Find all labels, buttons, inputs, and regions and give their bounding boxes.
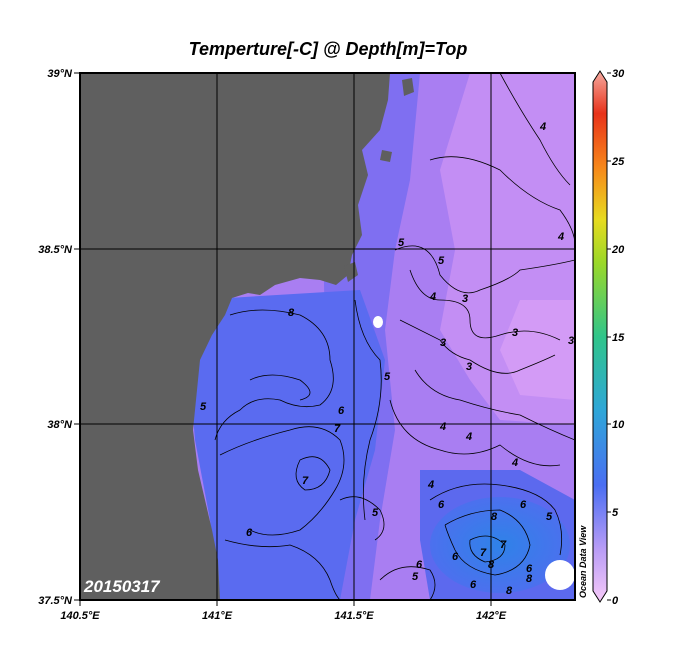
contour-label: 6 [470,579,477,591]
small-island [380,150,392,162]
small-island [402,78,414,96]
chart-title: Temperture[-C] @ Depth[m]=Top [189,39,468,59]
contour-label: 6 [416,559,423,571]
contour-label: 3 [466,361,472,373]
data-gap [545,560,575,590]
map-frame [79,72,576,601]
land-mass [80,73,390,600]
colorbar-bar [592,70,608,603]
colorbar-tick-label: 15 [612,332,625,344]
colorbar-tick-label: 30 [612,68,625,80]
coldest-water-region [500,300,575,400]
contour-label: 6 [520,499,527,511]
contour-label: 4 [557,231,564,243]
lat-lon-grid [80,73,575,600]
colorbar-tick-label: 10 [612,419,625,431]
contour-label: 8 [526,573,533,585]
contour-label: 6 [338,405,345,417]
contour-label: 4 [439,421,446,433]
contour-label: 4 [429,291,436,303]
contour-label: 7 [334,423,341,435]
contour-label: 8 [506,585,513,597]
colorbar-tick-label: 5 [612,507,619,519]
x-tick-label: 141°E [202,610,233,622]
contour-label: 7 [480,547,487,559]
contour-label: 3 [440,337,446,349]
contour-label: 8 [488,559,495,571]
contour-label: 5 [412,571,419,583]
contour-label: 4 [539,121,546,133]
ocean-data-view-watermark: Ocean Data View [578,525,588,598]
contour-label: 4 [427,479,434,491]
y-tick-label: 38°N [47,419,73,431]
date-label: 20150317 [83,577,161,596]
contour-label: 6 [438,499,445,511]
y-tick-label: 39°N [47,68,73,80]
contour-label: 3 [512,327,518,339]
contour-label: 5 [438,255,445,267]
contour-label: 3 [462,293,468,305]
contour-label: 6 [452,551,459,563]
contour-label: 6 [246,527,253,539]
colorbar-tick-label: 0 [612,595,619,607]
contour-label: 4 [465,431,472,443]
contour-label: 8 [288,307,295,319]
x-tick-label: 140.5°E [60,610,100,622]
contour-label: 3 [568,335,574,347]
axis-tick-marks [74,72,492,606]
contour-label: 6 [526,563,533,575]
contour-lines [214,73,575,600]
contour-label: 5 [384,371,391,383]
colorbar-tick-label: 20 [611,244,625,256]
warm-eddy [430,497,570,593]
contour-label: 4 [511,457,518,469]
contour-label: 7 [302,475,309,487]
colorbar-tick-label: 25 [611,156,625,168]
contour-label: 5 [372,507,379,519]
island-gap [373,316,383,328]
coastal-warm-water [190,290,385,600]
contour-label: 8 [491,511,498,523]
contour-label: 5 [546,511,553,523]
contour-label: 7 [500,539,507,551]
y-tick-label: 38.5°N [38,244,73,256]
x-tick-label: 142°E [476,610,507,622]
colorbar: 30 25 20 15 10 5 0 [592,68,625,607]
x-tick-label: 141.5°E [334,610,374,622]
contour-label: 5 [398,237,405,249]
y-tick-label: 37.5°N [38,595,73,607]
contour-label: 5 [200,401,207,413]
